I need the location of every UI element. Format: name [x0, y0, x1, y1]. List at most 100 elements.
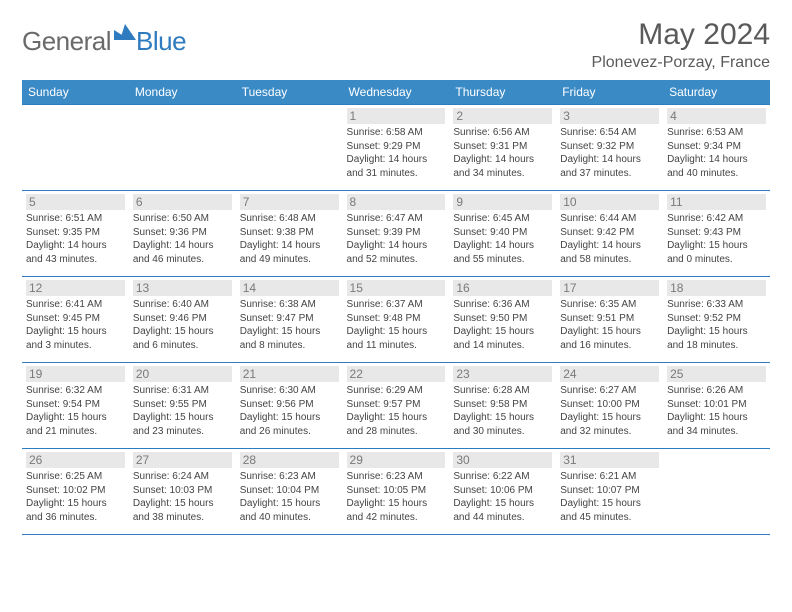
day-details: Sunrise: 6:44 AMSunset: 9:42 PMDaylight:…: [560, 212, 659, 266]
calendar-cell: 21Sunrise: 6:30 AMSunset: 9:56 PMDayligh…: [236, 363, 343, 449]
day-number: 15: [347, 280, 446, 296]
day-number: 13: [133, 280, 232, 296]
calendar-cell: 10 Sunrise: 6:44 AMSunset: 9:42 PMDayligh…: [556, 191, 663, 277]
calendar-cell: 5 Sunrise: 6:51 AMSunset: 9:35 PMDaylight…: [22, 191, 129, 277]
calendar-cell: 28 Sunrise: 6:23 AMSunset: 10:04 PMDaylig…: [236, 449, 343, 535]
day-details: Sunrise: 6:24 AMSunset: 10:03 PMDaylight…: [133, 470, 232, 524]
logo-mark-icon: [114, 24, 136, 45]
day-number: 18: [667, 280, 766, 296]
calendar-cell: 9 Sunrise: 6:45 AMSunset: 9:40 PMDaylight…: [449, 191, 556, 277]
weekday-header: Saturday: [663, 80, 770, 105]
day-details: Sunrise: 6:51 AMSunset: 9:35 PMDaylight:…: [26, 212, 125, 266]
day-number: 28: [240, 452, 339, 468]
day-details: Sunrise: 6:50 AMSunset: 9:36 PMDaylight:…: [133, 212, 232, 266]
day-details: Sunrise: 6:41 AMSunset: 9:45 PMDaylight:…: [26, 298, 125, 352]
day-details: Sunrise: 6:38 AMSunset: 9:47 PMDaylight:…: [240, 298, 339, 352]
calendar-week: 12 Sunrise: 6:41 AMSunset: 9:45 PMDayligh…: [22, 277, 770, 363]
day-number: 23: [453, 366, 552, 382]
day-number: 2: [453, 108, 552, 124]
weekday-header: Sunday: [22, 80, 129, 105]
calendar-cell: 2 Sunrise: 6:56 AMSunset: 9:31 PMDaylight…: [449, 105, 556, 191]
day-details: Sunrise: 6:25 AMSunset: 10:02 PMDaylight…: [26, 470, 125, 524]
day-details: Sunrise: 6:42 AMSunset: 9:43 PMDaylight:…: [667, 212, 766, 266]
day-number: 9: [453, 194, 552, 210]
calendar-cell: 6 Sunrise: 6:50 AMSunset: 9:36 PMDaylight…: [129, 191, 236, 277]
day-number: 24: [560, 366, 659, 382]
calendar-cell: 26 Sunrise: 6:25 AMSunset: 10:02 PMDaylig…: [22, 449, 129, 535]
day-number: 12: [26, 280, 125, 296]
day-details: Sunrise: 6:37 AMSunset: 9:48 PMDaylight:…: [347, 298, 446, 352]
calendar-cell: 7 Sunrise: 6:48 AMSunset: 9:38 PMDaylight…: [236, 191, 343, 277]
title-block: May 2024 Plonevez-Porzay, France: [592, 18, 770, 72]
day-details: Sunrise: 6:30 AMSunset: 9:56 PMDaylight:…: [240, 384, 339, 438]
calendar-cell: 3 Sunrise: 6:54 AMSunset: 9:32 PMDaylight…: [556, 105, 663, 191]
day-number: 30: [453, 452, 552, 468]
logo: General Blue: [22, 24, 186, 59]
day-details: Sunrise: 6:58 AMSunset: 9:29 PMDaylight:…: [347, 126, 446, 180]
calendar-cell: 11 Sunrise: 6:42 AMSunset: 9:43 PMDayligh…: [663, 191, 770, 277]
day-details: Sunrise: 6:35 AMSunset: 9:51 PMDaylight:…: [560, 298, 659, 352]
calendar-cell: 17 Sunrise: 6:35 AMSunset: 9:51 PMDayligh…: [556, 277, 663, 363]
day-number: 29: [347, 452, 446, 468]
day-details: Sunrise: 6:47 AMSunset: 9:39 PMDaylight:…: [347, 212, 446, 266]
day-details: Sunrise: 6:56 AMSunset: 9:31 PMDaylight:…: [453, 126, 552, 180]
day-details: Sunrise: 6:21 AMSunset: 10:07 PMDaylight…: [560, 470, 659, 524]
day-details: Sunrise: 6:23 AMSunset: 10:05 PMDaylight…: [347, 470, 446, 524]
day-number: 4: [667, 108, 766, 124]
day-number: 17: [560, 280, 659, 296]
day-number: 10: [560, 194, 659, 210]
location: Plonevez-Porzay, France: [592, 54, 770, 72]
day-number: 7: [240, 194, 339, 210]
day-details: Sunrise: 6:29 AMSunset: 9:57 PMDaylight:…: [347, 384, 446, 438]
calendar-header: SundayMondayTuesdayWednesdayThursdayFrid…: [22, 80, 770, 105]
day-details: Sunrise: 6:45 AMSunset: 9:40 PMDaylight:…: [453, 212, 552, 266]
calendar-cell: 18 Sunrise: 6:33 AMSunset: 9:52 PMDayligh…: [663, 277, 770, 363]
day-number: 20: [133, 366, 232, 382]
calendar-cell: 14 Sunrise: 6:38 AMSunset: 9:47 PMDayligh…: [236, 277, 343, 363]
day-number: 11: [667, 194, 766, 210]
weekday-header: Wednesday: [343, 80, 450, 105]
month-title: May 2024: [592, 18, 770, 52]
calendar-week: 26 Sunrise: 6:25 AMSunset: 10:02 PMDaylig…: [22, 449, 770, 535]
logo-text-general: General: [22, 26, 111, 57]
day-number: 6: [133, 194, 232, 210]
calendar-cell: 31Sunrise: 6:21 AMSunset: 10:07 PMDaylig…: [556, 449, 663, 535]
calendar-cell: 30Sunrise: 6:22 AMSunset: 10:06 PMDaylig…: [449, 449, 556, 535]
calendar-cell: 12 Sunrise: 6:41 AMSunset: 9:45 PMDayligh…: [22, 277, 129, 363]
day-details: Sunrise: 6:32 AMSunset: 9:54 PMDaylight:…: [26, 384, 125, 438]
day-details: Sunrise: 6:26 AMSunset: 10:01 PMDaylight…: [667, 384, 766, 438]
calendar-cell: 16 Sunrise: 6:36 AMSunset: 9:50 PMDayligh…: [449, 277, 556, 363]
day-number: 8: [347, 194, 446, 210]
day-details: Sunrise: 6:48 AMSunset: 9:38 PMDaylight:…: [240, 212, 339, 266]
day-details: Sunrise: 6:54 AMSunset: 9:32 PMDaylight:…: [560, 126, 659, 180]
day-number: 27: [133, 452, 232, 468]
logo-text-blue: Blue: [136, 26, 186, 57]
calendar-cell: 4 Sunrise: 6:53 AMSunset: 9:34 PMDaylight…: [663, 105, 770, 191]
weekday-header: Monday: [129, 80, 236, 105]
calendar-cell: 8 Sunrise: 6:47 AMSunset: 9:39 PMDaylight…: [343, 191, 450, 277]
day-details: Sunrise: 6:28 AMSunset: 9:58 PMDaylight:…: [453, 384, 552, 438]
calendar-cell: 13 Sunrise: 6:40 AMSunset: 9:46 PMDayligh…: [129, 277, 236, 363]
day-number: 16: [453, 280, 552, 296]
calendar-cell: [129, 105, 236, 191]
calendar-cell: 27 Sunrise: 6:24 AMSunset: 10:03 PMDaylig…: [129, 449, 236, 535]
day-number: 5: [26, 194, 125, 210]
day-details: Sunrise: 6:53 AMSunset: 9:34 PMDaylight:…: [667, 126, 766, 180]
day-details: Sunrise: 6:36 AMSunset: 9:50 PMDaylight:…: [453, 298, 552, 352]
day-details: Sunrise: 6:23 AMSunset: 10:04 PMDaylight…: [240, 470, 339, 524]
day-number: 26: [26, 452, 125, 468]
day-details: Sunrise: 6:33 AMSunset: 9:52 PMDaylight:…: [667, 298, 766, 352]
calendar-cell: 24Sunrise: 6:27 AMSunset: 10:00 PMDaylig…: [556, 363, 663, 449]
day-number: 3: [560, 108, 659, 124]
calendar-cell: 1 Sunrise: 6:58 AMSunset: 9:29 PMDaylight…: [343, 105, 450, 191]
header: General Blue May 2024 Plonevez-Porzay, F…: [22, 18, 770, 72]
calendar-cell: 15 Sunrise: 6:37 AMSunset: 9:48 PMDayligh…: [343, 277, 450, 363]
calendar-cell: 23 Sunrise: 6:28 AMSunset: 9:58 PMDayligh…: [449, 363, 556, 449]
weekday-header: Tuesday: [236, 80, 343, 105]
day-number: 1: [347, 108, 446, 124]
day-number: 14: [240, 280, 339, 296]
calendar-cell: [236, 105, 343, 191]
weekday-header: Thursday: [449, 80, 556, 105]
calendar-body: 1 Sunrise: 6:58 AMSunset: 9:29 PMDaylight…: [22, 105, 770, 535]
day-details: Sunrise: 6:40 AMSunset: 9:46 PMDaylight:…: [133, 298, 232, 352]
